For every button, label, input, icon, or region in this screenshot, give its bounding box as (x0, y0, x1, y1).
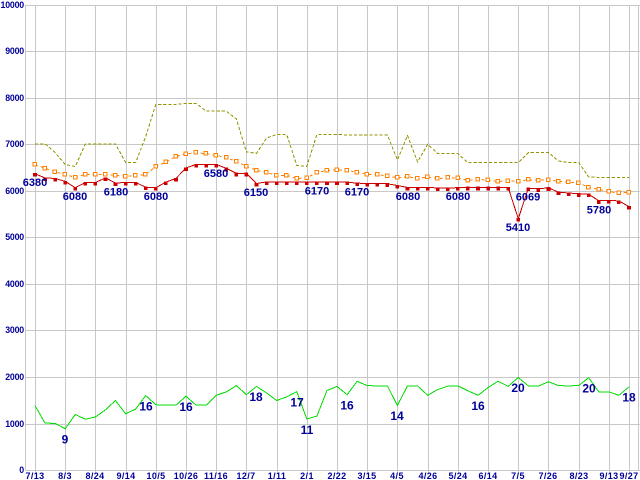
svg-text:7/5: 7/5 (511, 471, 525, 480)
svg-text:1000: 1000 (5, 419, 24, 429)
svg-text:11: 11 (301, 423, 314, 437)
svg-text:6000: 6000 (5, 186, 24, 196)
svg-text:6080: 6080 (63, 191, 87, 203)
svg-text:7/13: 7/13 (25, 471, 44, 480)
svg-text:6150: 6150 (244, 187, 268, 199)
svg-text:3000: 3000 (5, 325, 24, 335)
svg-text:18: 18 (249, 390, 263, 404)
svg-text:6080: 6080 (396, 191, 420, 203)
svg-text:2000: 2000 (5, 372, 24, 382)
svg-text:0: 0 (19, 465, 24, 475)
svg-text:6380: 6380 (23, 177, 47, 189)
svg-text:16: 16 (179, 400, 193, 414)
svg-text:6069: 6069 (516, 192, 540, 204)
svg-text:14: 14 (390, 409, 404, 423)
svg-text:12/7: 12/7 (236, 471, 255, 480)
svg-text:9: 9 (62, 433, 69, 447)
svg-text:7000: 7000 (5, 139, 24, 149)
svg-text:4/5: 4/5 (390, 471, 404, 480)
svg-text:6/14: 6/14 (478, 471, 497, 480)
svg-text:20: 20 (582, 382, 596, 396)
svg-text:9/14: 9/14 (116, 471, 135, 480)
svg-text:5/24: 5/24 (448, 471, 467, 480)
svg-text:5410: 5410 (506, 222, 530, 234)
svg-text:8/3: 8/3 (58, 471, 72, 480)
svg-text:20: 20 (511, 381, 525, 395)
svg-text:11/16: 11/16 (204, 471, 228, 480)
svg-text:4/26: 4/26 (418, 471, 437, 480)
svg-text:6180: 6180 (104, 187, 128, 199)
svg-text:7/26: 7/26 (538, 471, 557, 480)
svg-text:3/15: 3/15 (357, 471, 376, 480)
svg-text:4000: 4000 (5, 279, 24, 289)
svg-text:6580: 6580 (204, 168, 228, 180)
svg-text:18: 18 (622, 391, 636, 405)
svg-text:10000: 10000 (1, 0, 25, 10)
svg-text:2/1: 2/1 (300, 471, 314, 480)
svg-text:9/13: 9/13 (599, 471, 618, 480)
svg-text:6170: 6170 (305, 185, 329, 197)
svg-text:8/23: 8/23 (569, 471, 588, 480)
svg-text:16: 16 (471, 399, 485, 413)
svg-text:9/27: 9/27 (619, 471, 638, 480)
svg-text:16: 16 (340, 399, 354, 413)
svg-text:16: 16 (139, 399, 153, 413)
svg-text:17: 17 (290, 395, 304, 409)
svg-text:6170: 6170 (345, 187, 369, 199)
svg-text:10/26: 10/26 (174, 471, 199, 480)
svg-text:5000: 5000 (5, 232, 24, 242)
svg-text:6080: 6080 (446, 191, 470, 203)
svg-text:8000: 8000 (5, 93, 24, 103)
svg-text:10/5: 10/5 (146, 471, 165, 480)
svg-text:8/24: 8/24 (85, 471, 104, 480)
svg-text:1/11: 1/11 (268, 471, 287, 480)
svg-text:9000: 9000 (5, 46, 24, 56)
svg-text:6080: 6080 (144, 191, 168, 203)
svg-text:5780: 5780 (587, 204, 611, 216)
svg-text:2/22: 2/22 (327, 471, 346, 480)
